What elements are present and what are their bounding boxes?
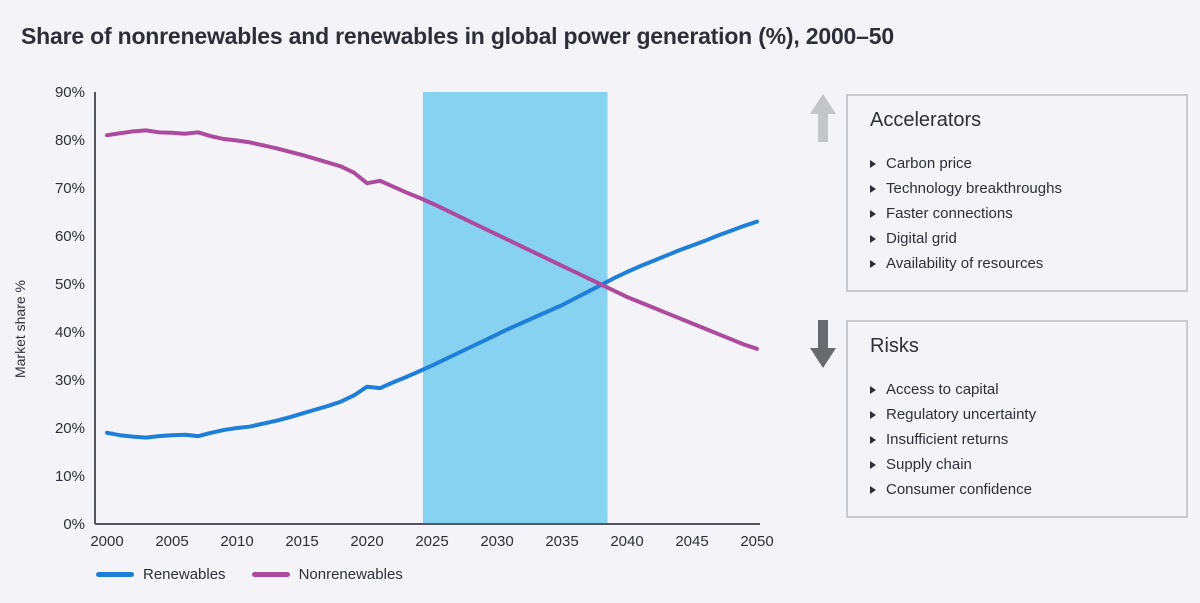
x-tick-label: 2035	[545, 533, 578, 550]
bullet-icon	[870, 460, 876, 469]
bullet-icon	[870, 385, 876, 394]
accelerators-list: Carbon price Technology breakthroughs Fa…	[870, 151, 1170, 276]
bullet-icon	[870, 435, 876, 444]
bullet-icon	[870, 234, 876, 243]
chart-legend: Renewables Nonrenewables	[96, 566, 403, 583]
y-tick-label: 90%	[55, 84, 85, 101]
risks-title: Risks	[870, 335, 919, 357]
bullet-icon	[870, 184, 876, 193]
nonrenewables-swatch-icon	[251, 572, 290, 577]
legend-label-nonrenewables: Nonrenewables	[298, 566, 403, 583]
x-tick-label: 2015	[285, 533, 318, 550]
y-tick-label: 60%	[55, 228, 85, 245]
list-item: Digital grid	[870, 226, 1170, 251]
risks-box: Risks Access to capital Regulatory uncer…	[846, 320, 1188, 518]
nonrenewables-series-line	[105, 128, 759, 351]
forecast-highlight-band	[422, 92, 608, 524]
bullet-icon	[870, 259, 876, 268]
x-tick-label: 2020	[350, 533, 383, 550]
x-tick-label: 2025	[415, 533, 448, 550]
list-item: Carbon price	[870, 151, 1170, 176]
share-chart-svg: 0% 10% 20% 30% 40% 50% 60% 70% 80% 90% 2000 2005 201…	[55, 84, 774, 550]
y-tick-label: 40%	[55, 324, 85, 341]
legend-label-renewables: Renewables	[143, 566, 226, 583]
x-tick-label: 2005	[155, 533, 188, 550]
y-tick-label: 20%	[55, 420, 85, 437]
list-item: Regulatory uncertainty	[870, 402, 1170, 427]
x-tick-label: 2030	[480, 533, 513, 550]
list-item: Faster connections	[870, 201, 1170, 226]
y-tick-label: 30%	[55, 372, 85, 389]
renewables-series-line	[105, 219, 759, 440]
x-tick-label: 2050	[740, 533, 773, 550]
bullet-icon	[870, 159, 876, 168]
list-item: Technology breakthroughs	[870, 176, 1170, 201]
risks-list: Access to capital Regulatory uncertainty…	[870, 377, 1170, 502]
y-tick-label: 0%	[63, 516, 85, 533]
bullet-icon	[870, 209, 876, 218]
x-tick-label: 2000	[90, 533, 123, 550]
y-tick-label: 50%	[55, 276, 85, 293]
down-arrow-icon	[810, 320, 836, 368]
renewables-swatch-icon	[96, 572, 134, 577]
bullet-icon	[870, 485, 876, 494]
x-tick-label: 2010	[220, 533, 253, 550]
legend-item-nonrenewables: Nonrenewables	[251, 566, 403, 583]
x-tick-label: 2040	[610, 533, 643, 550]
accelerators-title: Accelerators	[870, 109, 982, 131]
risks-panel: Risks Access to capital Regulatory uncer…	[810, 320, 1192, 518]
y-tick-label: 70%	[55, 180, 85, 197]
list-item: Supply chain	[870, 452, 1170, 477]
y-tick-label: 10%	[55, 468, 85, 485]
legend-item-renewables: Renewables	[96, 566, 226, 583]
accelerators-panel: Accelerators Carbon price Technology bre…	[810, 94, 1192, 292]
list-item: Access to capital	[870, 377, 1170, 402]
page-title: Share of nonrenewables and renewables in…	[21, 23, 894, 50]
list-item: Insufficient returns	[870, 427, 1170, 452]
up-arrow-icon	[810, 94, 836, 142]
list-item: Consumer confidence	[870, 477, 1170, 502]
list-item: Availability of resources	[870, 251, 1170, 276]
x-tick-label: 2045	[675, 533, 708, 550]
chart-area: 0% 10% 20% 30% 40% 50% 60% 70% 80% 90% 2000 2005 201…	[25, 80, 800, 560]
accelerators-box: Accelerators Carbon price Technology bre…	[846, 94, 1188, 292]
bullet-icon	[870, 410, 876, 419]
y-tick-label: 80%	[55, 132, 85, 149]
